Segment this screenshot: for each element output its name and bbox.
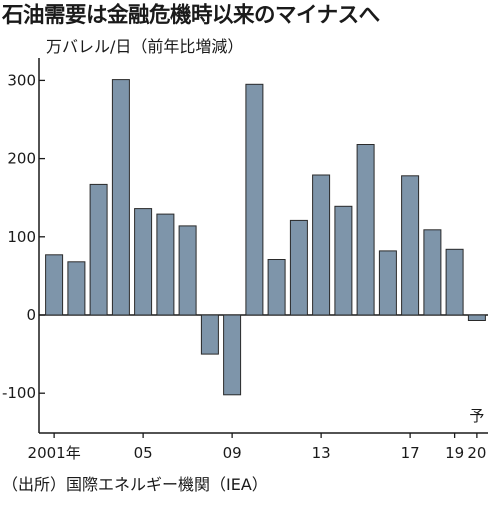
bar-2015 (356, 144, 375, 316)
bar-2014 (334, 205, 353, 316)
bar-2010 (245, 83, 264, 316)
y-axis-unit-label: 万バレル/日（前年比増減） (46, 37, 244, 56)
y-tick-label: -100 (2, 384, 36, 402)
bar-2018 (423, 229, 442, 316)
y-tick-label: 300 (7, 71, 36, 89)
bar-2004 (111, 79, 130, 316)
x-tick-label-2020: 20 (467, 444, 486, 462)
source-note: （出所）国際エネルギー機関（IEA） (2, 475, 268, 494)
bar-2007 (178, 225, 197, 316)
bar-2005 (134, 208, 153, 316)
bar-2003 (89, 183, 108, 316)
bar-2019 (445, 248, 464, 316)
bar-2013 (312, 174, 331, 316)
bar-2012 (289, 219, 308, 316)
x-tick-label-2019: 19 (445, 444, 464, 462)
bar-2001 (45, 254, 64, 316)
y-tick-label: 0 (26, 306, 36, 324)
x-tick-label-2017: 17 (401, 444, 420, 462)
chart-title: 石油需要は金融危機時以来のマイナスへ (2, 3, 380, 28)
y-tick-label: 200 (7, 150, 36, 168)
forecast-annotation: 予 (469, 407, 484, 425)
bar-2016 (378, 250, 397, 316)
bar-2006 (156, 213, 175, 316)
bar-2011 (267, 259, 286, 316)
bar-2009 (223, 314, 242, 396)
bar-2020 (467, 314, 486, 321)
x-tick-label-2013: 13 (312, 444, 331, 462)
y-tick-label: 100 (7, 228, 36, 246)
bar-2002 (67, 261, 86, 316)
bar-2008 (200, 314, 219, 355)
x-tick-label-2001: 2001年 (28, 444, 81, 462)
x-tick-label-2009: 09 (223, 444, 242, 462)
bar-2017 (401, 175, 420, 316)
x-tick-label-2005: 05 (134, 444, 153, 462)
